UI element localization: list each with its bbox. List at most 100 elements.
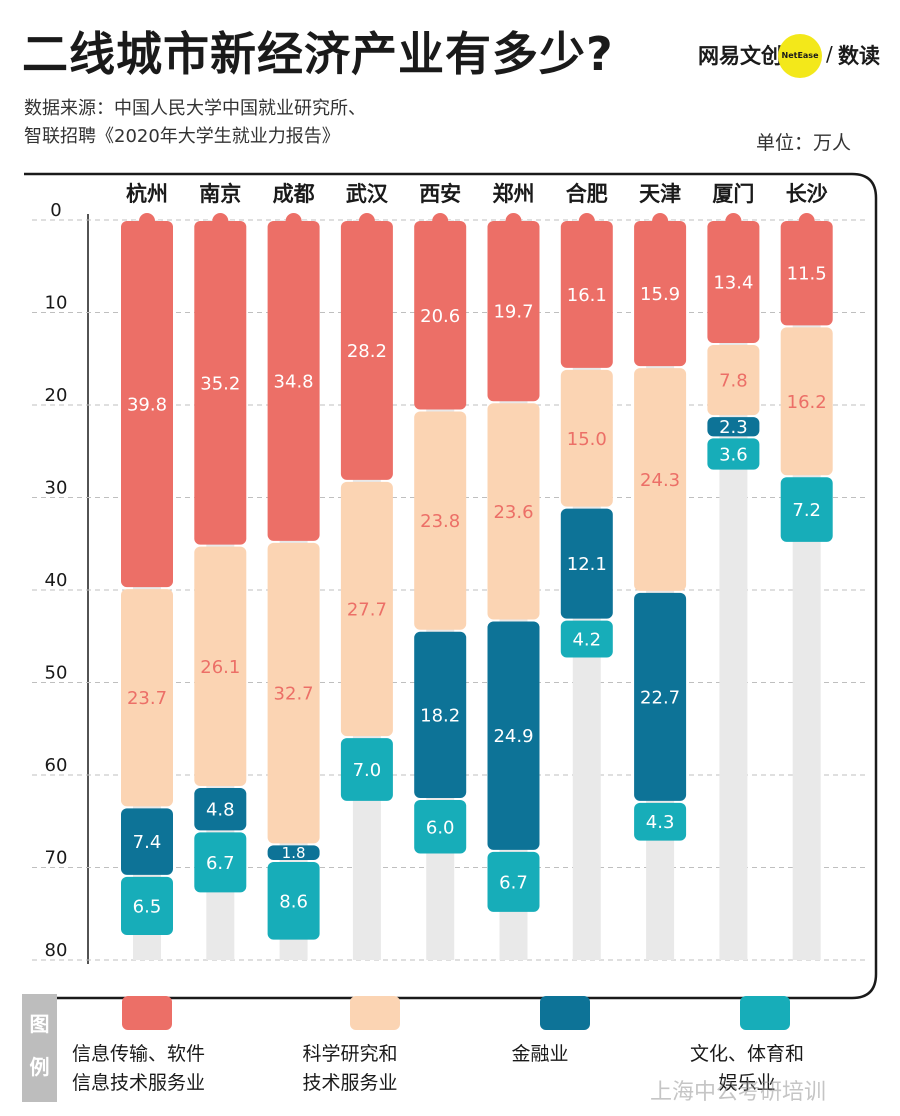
bar-segment-fin xyxy=(707,417,760,437)
bar-segment-culture xyxy=(414,800,467,854)
city-label: 西安 xyxy=(419,182,461,206)
y-tick-label: 60 xyxy=(45,755,68,776)
bar-segment-fin xyxy=(194,788,247,831)
bar-track xyxy=(499,220,528,960)
y-tick-label: 40 xyxy=(45,570,68,591)
bar-segment-fin xyxy=(121,808,173,875)
data-label: 6.0 xyxy=(426,817,455,838)
brand-logo: 网易文创 NetEase / 数读 xyxy=(698,34,888,78)
data-label: 7.4 xyxy=(133,832,162,853)
bar-segment-fin xyxy=(414,631,467,799)
bar-segment-culture xyxy=(560,620,613,658)
bar-segment-culture xyxy=(267,862,320,940)
legend-title-char-1: 图 xyxy=(29,1012,50,1036)
bar-segment-sci xyxy=(414,411,467,630)
data-label: 4.3 xyxy=(646,812,675,833)
data-label: 4.2 xyxy=(572,630,601,651)
y-tick-label: 70 xyxy=(45,848,68,869)
bar-top-marker xyxy=(285,213,302,221)
bar-segment-sci xyxy=(487,403,540,620)
city-label: 长沙 xyxy=(786,182,828,206)
bar-top-marker xyxy=(652,213,669,221)
data-label: 24.9 xyxy=(493,726,533,747)
legend-label-fin: 金融业 xyxy=(511,1043,569,1065)
brand-separator: / xyxy=(826,42,833,66)
source-line-1: 数据来源：中国人民大学中国就业研究所、 xyxy=(24,98,366,119)
bar-segment-info xyxy=(414,221,467,410)
data-label: 6.7 xyxy=(206,853,235,874)
bar-segment-sci xyxy=(707,344,760,416)
city-label: 杭州 xyxy=(126,182,168,206)
bar-segment-info xyxy=(560,221,613,368)
legend-item-fin: 金融业 xyxy=(490,996,590,1069)
bar-segment-info xyxy=(780,221,833,326)
legend-label-info: 信息传输、软件 信息技术服务业 xyxy=(72,1040,205,1098)
y-tick-label: 30 xyxy=(45,478,68,499)
bar-segment-sci xyxy=(780,327,833,476)
data-label: 24.3 xyxy=(640,470,680,491)
bar-segment-culture xyxy=(340,738,393,801)
bar-track xyxy=(792,220,821,960)
y-tick-label: 0 xyxy=(50,200,61,221)
data-label: 27.7 xyxy=(347,599,387,620)
brand-sub: 数读 xyxy=(838,44,880,68)
data-label: 2.3 xyxy=(719,417,748,438)
bar-segment-fin xyxy=(560,508,613,619)
bar-segment-info xyxy=(267,221,320,541)
data-label: 7.0 xyxy=(353,760,382,781)
data-label: 20.6 xyxy=(420,306,460,327)
legend-label-sci-line-2: 技术服务业 xyxy=(302,1072,398,1094)
bar-segment-culture xyxy=(487,851,540,912)
bar-top-marker xyxy=(139,213,155,221)
bar-track xyxy=(279,220,308,960)
bar-track xyxy=(206,220,235,960)
data-label: 11.5 xyxy=(787,264,827,285)
bar-segment-sci xyxy=(340,481,393,737)
bar-top-marker xyxy=(505,213,522,221)
legend-label-sci-line-1: 科学研究和 xyxy=(302,1043,398,1065)
bar-top-marker xyxy=(358,213,375,221)
bar-segment-fin xyxy=(634,592,687,801)
city-label: 天津 xyxy=(639,182,681,206)
data-label: 13.4 xyxy=(713,272,753,293)
bar-segment-fin xyxy=(487,621,540,850)
data-label: 23.7 xyxy=(127,688,167,709)
bar-track xyxy=(426,220,455,960)
bar-segment-info xyxy=(634,221,687,367)
data-label: 23.6 xyxy=(493,502,533,523)
legend-label-sci: 科学研究和 技术服务业 xyxy=(300,1040,400,1098)
chart-frame xyxy=(24,172,878,1000)
bar-segment-info xyxy=(487,221,540,402)
data-label: 3.6 xyxy=(719,445,748,466)
brand-name: 网易文创 xyxy=(698,44,782,68)
bar-segment-culture xyxy=(194,832,247,893)
data-label: 7.8 xyxy=(719,371,748,392)
data-label: 16.2 xyxy=(787,392,827,413)
unit-label: 单位：万人 xyxy=(756,132,852,154)
data-label: 4.8 xyxy=(206,800,235,821)
data-label: 23.8 xyxy=(420,511,460,532)
bar-segment-culture xyxy=(634,802,687,841)
bar-track xyxy=(719,220,748,960)
watermark: 上海中公考研培训 xyxy=(650,1080,827,1105)
data-label: 28.2 xyxy=(347,341,387,362)
bar-segment-sci xyxy=(560,369,613,507)
data-label: 6.5 xyxy=(133,896,162,917)
legend-title-panel: 图 例 xyxy=(22,994,57,1102)
bar-segment-sci xyxy=(194,546,247,787)
y-tick-label: 80 xyxy=(45,940,68,961)
bar-track xyxy=(352,220,381,960)
city-label: 成都 xyxy=(273,182,315,206)
data-label: 35.2 xyxy=(200,373,240,394)
source-line-2: 智联招聘《2020年大学生就业力报告》 xyxy=(24,126,340,147)
bar-segment-culture xyxy=(707,438,760,470)
bar-track xyxy=(572,220,601,960)
legend-label-culture: 文化、体育和 娱乐业 xyxy=(690,1040,804,1098)
legend-swatch-fin xyxy=(540,996,590,1030)
bar-segment-fin xyxy=(267,845,320,861)
city-label: 厦门 xyxy=(712,182,754,206)
data-label: 6.7 xyxy=(499,872,528,893)
y-tick-label: 50 xyxy=(45,663,68,684)
legend-item-sci: 科学研究和 技术服务业 xyxy=(300,996,400,1098)
